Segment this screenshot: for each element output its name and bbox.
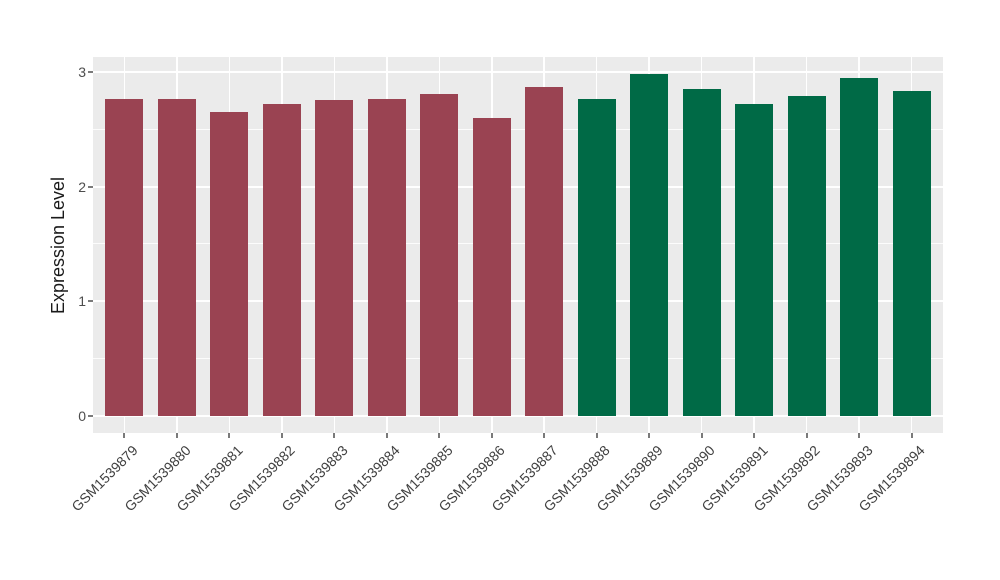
y-tick-label: 0 — [78, 407, 86, 424]
x-tick-mark — [805, 433, 808, 438]
y-tick-mark — [88, 185, 93, 188]
bar-GSM1539881 — [210, 112, 249, 416]
y-tick-label: 2 — [78, 178, 86, 195]
bar-GSM1539889 — [630, 74, 669, 416]
y-tick-label: 3 — [78, 64, 86, 81]
x-tick-mark — [175, 433, 178, 438]
gridline-minor — [93, 128, 943, 130]
bar-GSM1539890 — [682, 89, 721, 416]
x-tick-mark — [123, 433, 126, 438]
plot-panel — [93, 57, 943, 433]
y-tick-mark — [88, 300, 93, 303]
x-tick-mark — [753, 433, 756, 438]
gridline-major — [93, 71, 943, 74]
bar-GSM1539892 — [787, 96, 826, 416]
bar-GSM1539891 — [735, 104, 774, 416]
x-tick-mark — [490, 433, 493, 438]
x-tick-mark — [543, 433, 546, 438]
bar-GSM1539886 — [472, 118, 511, 416]
bar-GSM1539893 — [840, 77, 879, 416]
bar-GSM1539879 — [105, 98, 144, 416]
bar-GSM1539894 — [892, 90, 931, 416]
y-tick-mark — [88, 71, 93, 74]
x-tick-mark — [648, 433, 651, 438]
bar-GSM1539885 — [420, 93, 459, 416]
x-tick-mark — [438, 433, 441, 438]
bar-GSM1539880 — [157, 98, 196, 416]
x-tick-mark — [858, 433, 861, 438]
gridline-major — [93, 414, 943, 417]
x-tick-mark — [700, 433, 703, 438]
y-tick-mark — [88, 414, 93, 417]
bar-GSM1539887 — [525, 87, 564, 416]
x-tick-mark — [595, 433, 598, 438]
x-tick-mark — [910, 433, 913, 438]
gridline-minor — [93, 357, 943, 359]
x-tick-mark — [228, 433, 231, 438]
gridline-major — [93, 185, 943, 188]
y-axis-title: Expression Level — [48, 176, 69, 314]
x-tick-mark — [385, 433, 388, 438]
gridline-major — [93, 300, 943, 303]
gridline-minor — [93, 243, 943, 245]
bar-GSM1539883 — [315, 99, 354, 416]
y-axis-title-wrap: Expression Level — [44, 57, 74, 433]
bar-GSM1539884 — [367, 98, 406, 416]
bar-GSM1539888 — [577, 98, 616, 416]
y-tick-label: 1 — [78, 293, 86, 310]
x-tick-mark — [333, 433, 336, 438]
x-tick-mark — [280, 433, 283, 438]
bar-GSM1539882 — [262, 104, 301, 416]
